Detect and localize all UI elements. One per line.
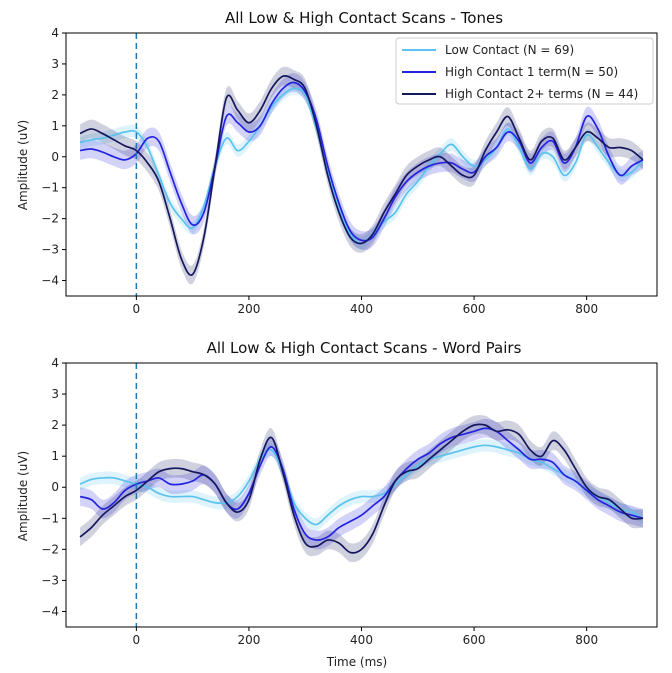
confidence-band-high-contact-1	[80, 418, 643, 550]
panel-tones: All Low & High Contact Scans - Tones Amp…	[16, 9, 658, 316]
legend-label-high-contact-1: High Contact 1 term(N = 50)	[445, 65, 618, 79]
chart-title-tones: All Low & High Contact Scans - Tones	[225, 9, 503, 27]
x-tick-label-word-pairs: 0	[133, 633, 141, 647]
series-line-low-contact	[79, 444, 644, 526]
chart-title-word-pairs: All Low & High Contact Scans - Word Pair…	[207, 339, 522, 357]
x-tick-label-word-pairs: 200	[237, 633, 260, 647]
legend-box	[395, 37, 654, 105]
y-tick-label-tones: 2	[51, 88, 59, 102]
y-tick-label-tones: 1	[51, 119, 59, 133]
series-line-high-contact-2plus	[79, 75, 644, 276]
y-tick-label-tones: −4	[41, 274, 59, 288]
x-tick-label-tones: 800	[575, 302, 598, 316]
plot-area-word-pairs: 0 200 400 600 800 4 3 2 1 0 −1 −2 −3 −4	[41, 356, 644, 647]
series-line-high-contact-2plus	[79, 423, 643, 554]
legend-label-high-contact-2plus: High Contact 2+ terms (N = 44)	[445, 87, 638, 101]
series-line-low-contact	[79, 87, 644, 245]
y-tick-label-tones: 4	[51, 26, 59, 40]
y-axis-label-tones: Amplitude (uV)	[16, 120, 30, 211]
y-tick-label-word-pairs: 0	[51, 480, 59, 494]
x-tick-label-tones: 200	[237, 302, 260, 316]
series-group-word-pairs	[79, 415, 644, 563]
y-tick-label-tones: −2	[41, 212, 59, 226]
x-axis-label-word-pairs: Time (ms)	[326, 655, 388, 669]
x-tick-label-tones: 600	[463, 302, 486, 316]
y-tick-label-word-pairs: −4	[41, 604, 59, 618]
series-group-tones	[79, 66, 644, 285]
panel-word-pairs: All Low & High Contact Scans - Word Pair…	[16, 339, 658, 669]
x-tick-label-tones: 0	[133, 302, 141, 316]
legend-label-low-contact: Low Contact (N = 69)	[445, 43, 574, 57]
y-tick-label-word-pairs: −1	[41, 511, 59, 525]
y-tick-label-tones: 3	[51, 57, 59, 71]
confidence-band-high-contact-1	[80, 73, 643, 251]
y-tick-label-word-pairs: 3	[51, 387, 59, 401]
x-tick-label-word-pairs: 400	[350, 633, 373, 647]
confidence-band-low-contact	[80, 82, 643, 250]
y-tick-label-word-pairs: −2	[41, 542, 59, 556]
y-axis-label-word-pairs: Amplitude (uV)	[16, 451, 30, 542]
series-line-high-contact-1	[79, 81, 644, 242]
x-tick-label-tones: 400	[350, 302, 373, 316]
y-tick-label-word-pairs: 2	[51, 418, 59, 432]
series-line-high-contact-1	[79, 427, 644, 541]
y-tick-label-tones: −1	[41, 181, 59, 195]
y-tick-label-tones: 0	[51, 150, 59, 164]
plot-area-tones: 0 200 400 600 800 4 3 2 1 0 −1 −2 −3 −4	[41, 26, 644, 316]
x-tick-label-word-pairs: 800	[575, 633, 598, 647]
y-tick-label-word-pairs: 1	[51, 449, 59, 463]
axis-frame-word-pairs	[65, 362, 658, 628]
y-tick-label-word-pairs: −3	[41, 573, 59, 587]
confidence-band-low-contact	[80, 439, 643, 531]
x-tick-label-word-pairs: 600	[463, 633, 486, 647]
y-tick-label-word-pairs: 4	[51, 356, 59, 370]
legend: Low Contact (N = 69) High Contact 1 term…	[395, 37, 654, 105]
y-tick-label-tones: −3	[41, 243, 59, 257]
axis-frame-tones	[65, 32, 658, 297]
